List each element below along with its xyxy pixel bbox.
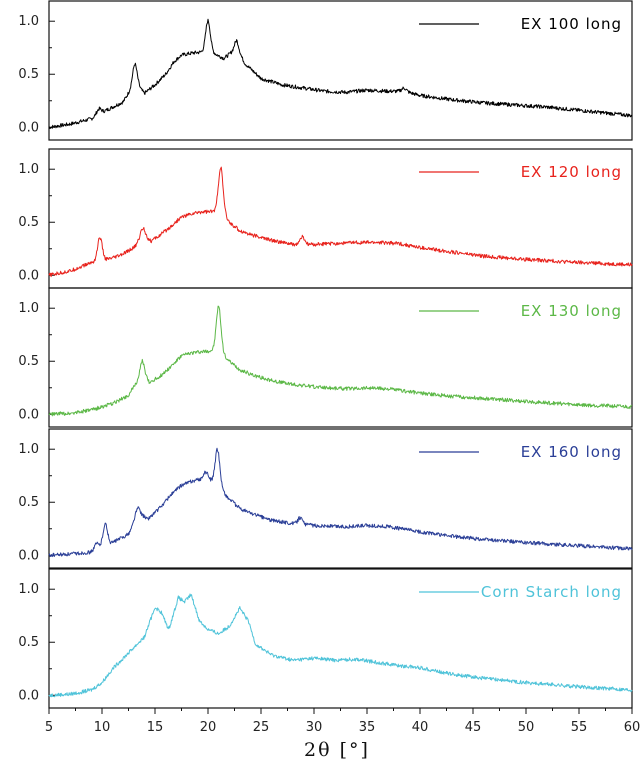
legend-label: EX 130 long bbox=[521, 302, 622, 320]
y-tick-label: 1.0 bbox=[18, 301, 39, 316]
x-tick-label: 55 bbox=[571, 720, 588, 735]
y-tick-label: 1.0 bbox=[18, 442, 39, 457]
legend-label: EX 120 long bbox=[521, 163, 622, 181]
panel-frame bbox=[48, 287, 633, 428]
x-tick-label: 50 bbox=[518, 720, 535, 735]
y-tick-label: 0.0 bbox=[18, 407, 39, 422]
x-tick-label: 40 bbox=[412, 720, 429, 735]
chart-panels: 0.0 0.5 1.0 EX 100 long 0.0 0.5 1.0 EX 120 long… bbox=[18, 0, 633, 709]
x-tick-label: 20 bbox=[200, 720, 217, 735]
x-tick-label: 60 bbox=[624, 720, 641, 735]
y-tick-label: 0.5 bbox=[18, 354, 39, 369]
panel-1: 0.0 0.5 1.0 EX 100 long bbox=[18, 0, 633, 141]
x-tick-label: 30 bbox=[306, 720, 323, 735]
panel-frame bbox=[48, 428, 633, 569]
x-tick-label: 45 bbox=[465, 720, 482, 735]
y-tick-label: 1.0 bbox=[18, 162, 39, 177]
y-tick-label: 0.0 bbox=[18, 548, 39, 563]
y-tick-label: 0.5 bbox=[18, 635, 39, 650]
series-line bbox=[48, 166, 633, 278]
x-axis: 5 10 15 20 25 30 35 40 45 50 55 60 bbox=[45, 708, 640, 735]
y-tick-label: 0.5 bbox=[18, 67, 39, 82]
legend-label: Corn Starch long bbox=[481, 583, 622, 601]
legend-label: EX 100 long bbox=[521, 15, 622, 33]
panel-5: 0.0 0.5 1.0 Corn Starch long bbox=[18, 568, 633, 709]
y-tick-label: 0.5 bbox=[18, 215, 39, 230]
series-line bbox=[48, 18, 633, 130]
x-tick-label: 15 bbox=[147, 720, 164, 735]
y-tick-label: 0.0 bbox=[18, 688, 39, 703]
panel-3: 0.0 0.5 1.0 EX 130 long bbox=[18, 287, 633, 428]
x-tick-label: 25 bbox=[253, 720, 270, 735]
y-tick-label: 1.0 bbox=[18, 14, 39, 29]
panel-4: 0.0 0.5 1.0 EX 160 long bbox=[18, 428, 633, 569]
x-tick-label: 10 bbox=[94, 720, 111, 735]
legend-label: EX 160 long bbox=[521, 443, 622, 461]
y-tick-label: 1.0 bbox=[18, 582, 39, 597]
x-tick-label: 5 bbox=[45, 720, 53, 735]
panel-frame bbox=[48, 0, 633, 141]
panel-2: 0.0 0.5 1.0 EX 120 long bbox=[18, 148, 633, 289]
y-tick-label: 0.0 bbox=[18, 268, 39, 283]
y-tick-label: 0.0 bbox=[18, 120, 39, 135]
y-tick-label: 0.5 bbox=[18, 495, 39, 510]
x-axis-title: 2θ [°] bbox=[304, 739, 370, 761]
x-tick-label: 35 bbox=[359, 720, 376, 735]
series-line bbox=[48, 447, 633, 558]
series-line bbox=[48, 593, 633, 698]
series-line bbox=[48, 305, 633, 417]
